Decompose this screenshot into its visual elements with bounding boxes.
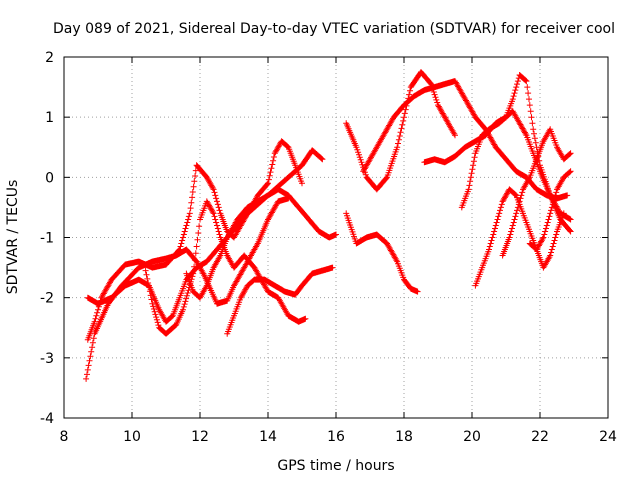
series-track-5 <box>183 186 339 301</box>
data-point-markers <box>360 78 571 202</box>
data-point-markers <box>142 198 309 337</box>
series-track-6 <box>224 264 336 337</box>
y-tick-label: 2 <box>45 50 54 66</box>
x-tick-label: 20 <box>463 429 481 445</box>
x-tick-label: 12 <box>191 429 209 445</box>
series-group <box>83 69 574 382</box>
x-tick-label: 18 <box>395 429 413 445</box>
y-tick-label: -1 <box>40 231 54 247</box>
x-axis-label: GPS time / hours <box>277 458 394 474</box>
x-tick-label: 22 <box>531 429 549 445</box>
series-track-9 <box>360 78 571 202</box>
data-point-markers <box>343 210 421 295</box>
x-tick-label: 10 <box>123 429 141 445</box>
x-tick-label: 14 <box>259 429 277 445</box>
y-tick-label: 1 <box>45 110 54 126</box>
x-tick-labels: 8 10 12 14 16 18 20 22 24 <box>60 429 617 445</box>
series-track-11 <box>458 72 574 223</box>
y-tick-label: -3 <box>40 351 54 367</box>
series-track-7 <box>343 210 421 295</box>
data-point-markers <box>183 186 339 301</box>
chart-title: Day 089 of 2021, Sidereal Day-to-day VTE… <box>53 21 615 37</box>
y-tick-label: -4 <box>40 411 54 427</box>
series-track-14 <box>526 168 574 253</box>
y-tick-labels: -4 -3 -2 -1 0 1 2 <box>40 50 54 427</box>
data-point-markers <box>84 138 305 343</box>
x-tick-label: 8 <box>60 429 69 445</box>
y-tick-label: -2 <box>40 291 54 307</box>
series-track-10 <box>421 108 574 235</box>
data-point-markers <box>421 108 574 235</box>
series-track-2 <box>84 138 305 343</box>
x-tick-label: 16 <box>327 429 345 445</box>
ticks <box>63 56 609 419</box>
x-tick-label: 24 <box>599 429 617 445</box>
data-point-markers <box>526 168 574 253</box>
data-point-markers <box>224 264 336 337</box>
y-axis-label: SDTVAR / TECUs <box>5 180 21 295</box>
y-tick-label: 0 <box>45 170 54 186</box>
series-track-13 <box>499 126 574 259</box>
data-point-markers <box>499 126 574 259</box>
series-track-4 <box>142 198 309 337</box>
data-point-markers <box>458 72 574 223</box>
